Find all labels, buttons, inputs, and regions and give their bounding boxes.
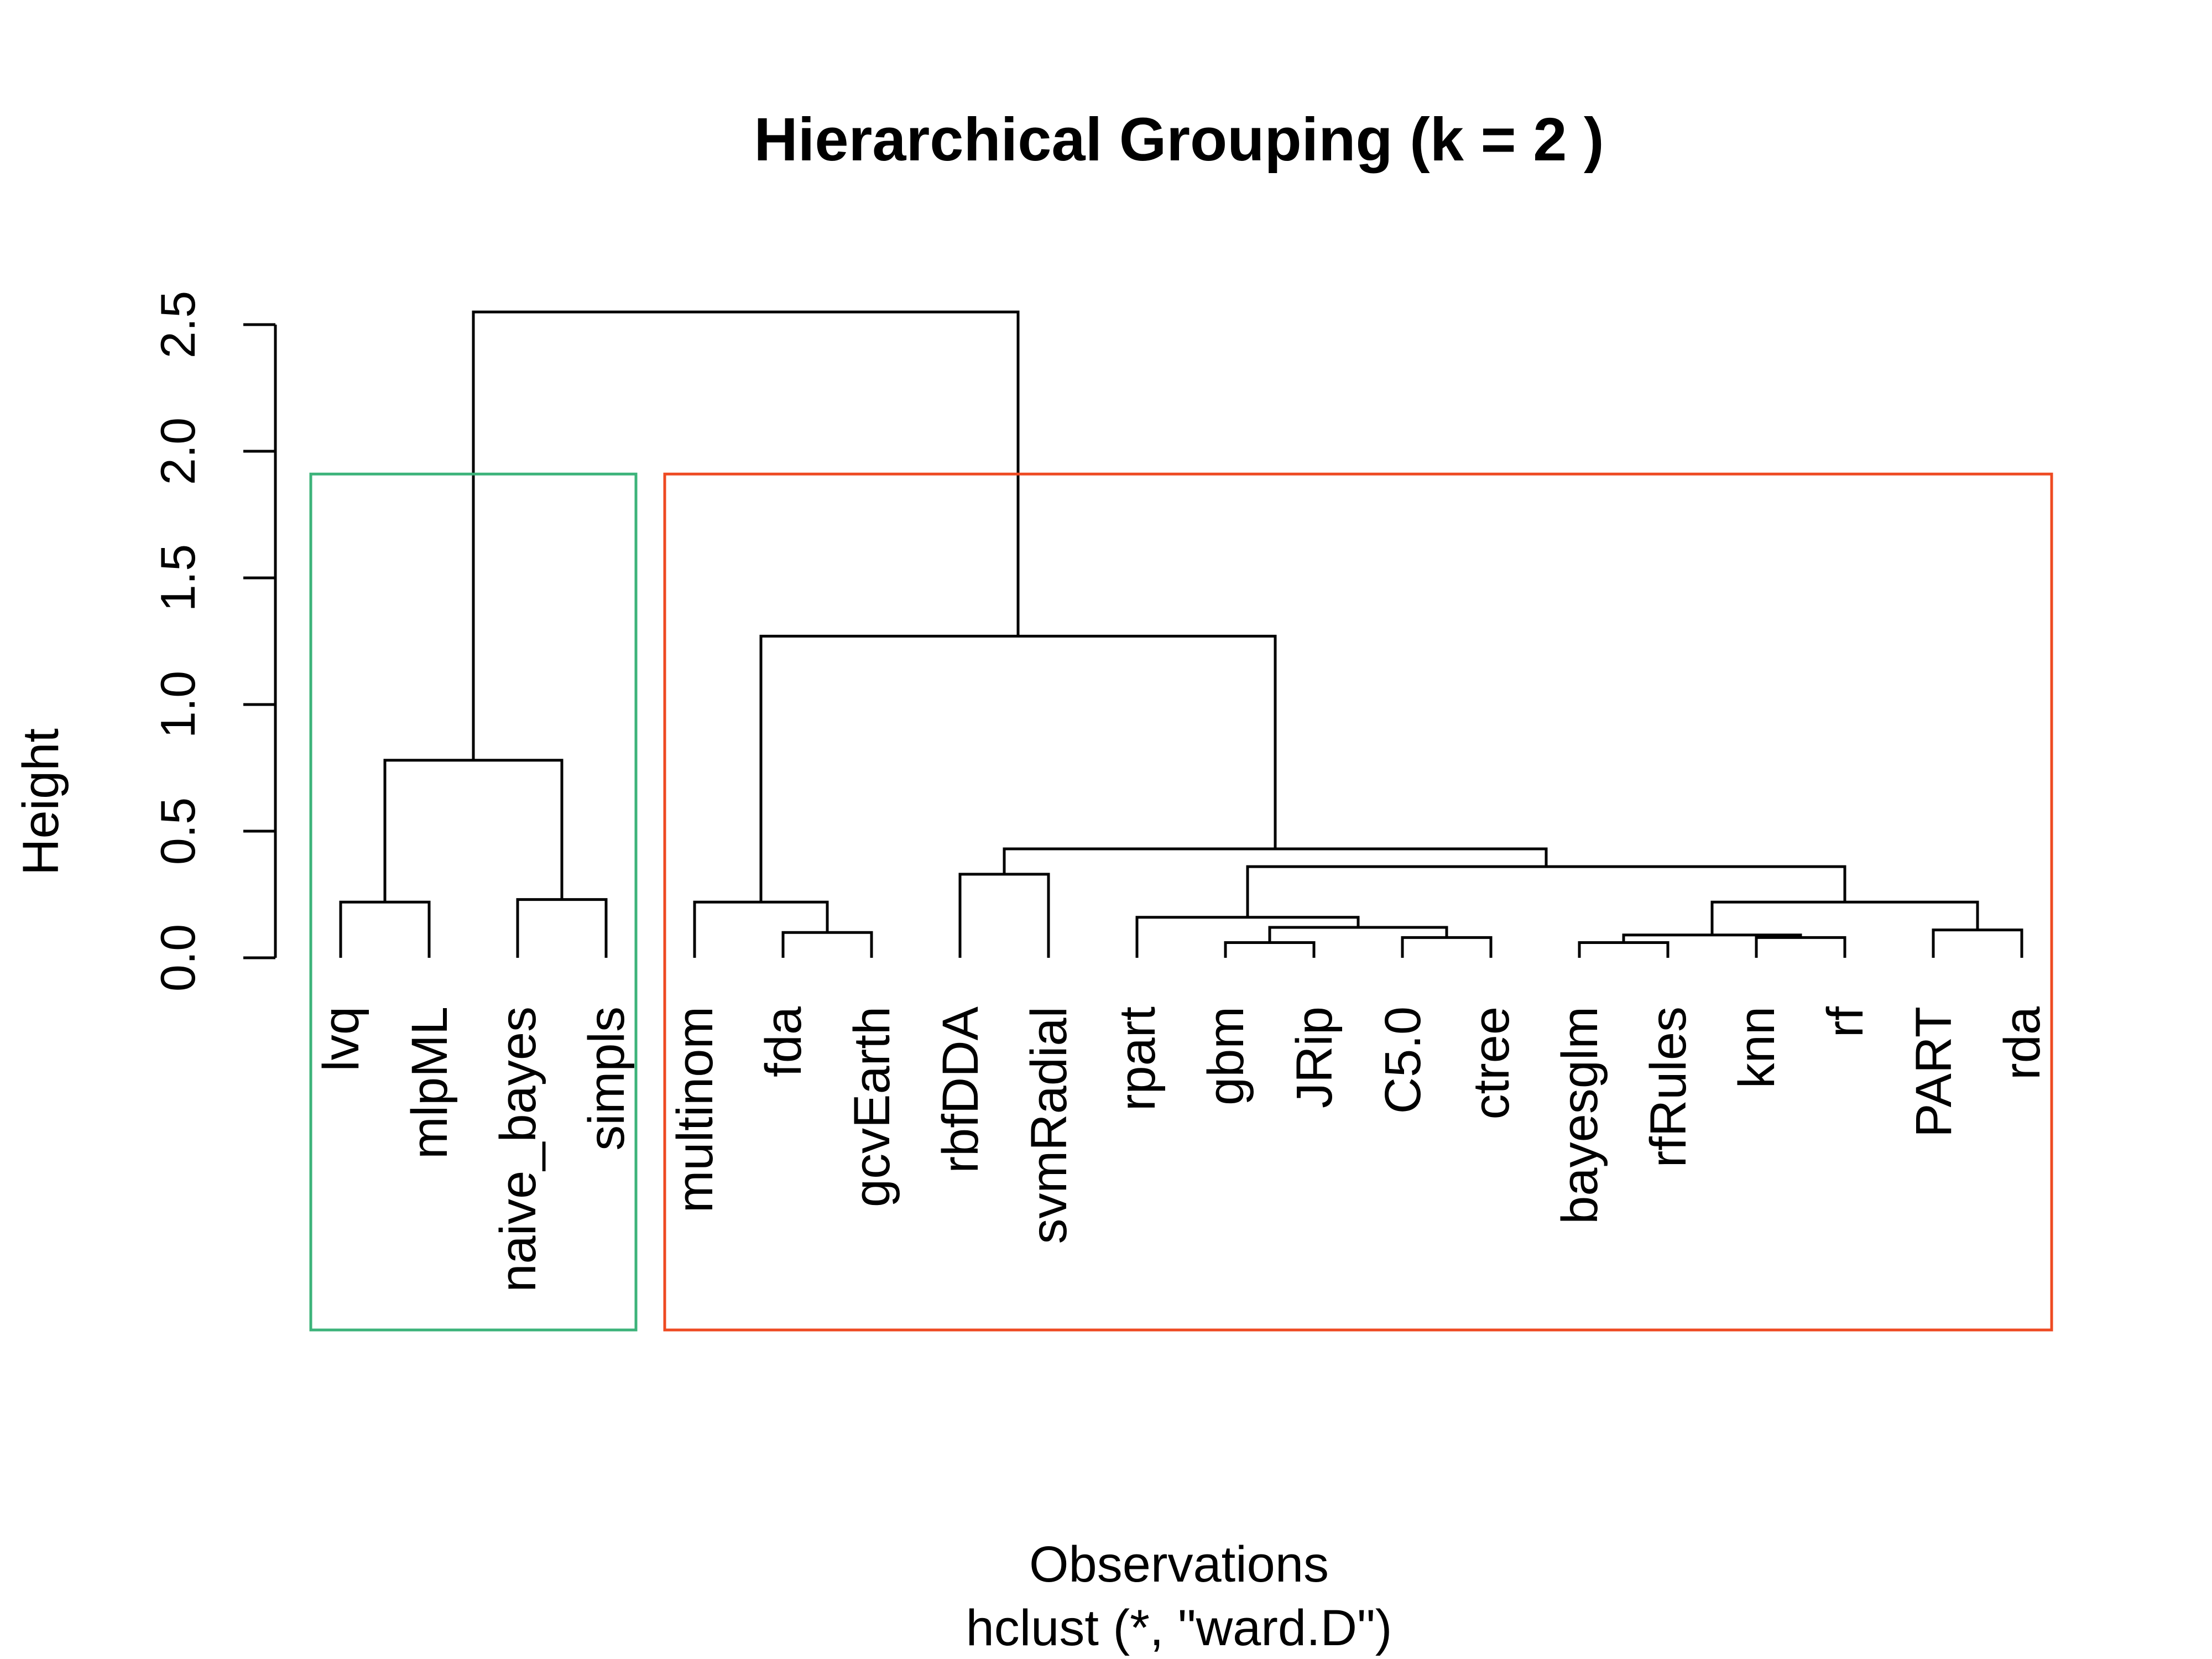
leaf-labels: lvq mlpML naive_bayes simpls multinom fda gcvE…: [313, 1006, 2051, 1292]
leaf-label: rpart: [1109, 1006, 1166, 1111]
merge-link: [1135, 916, 1360, 958]
merge-link: [958, 873, 1050, 958]
merge-link: [1003, 847, 1548, 874]
y-axis: 0.0 0.5 1.0 1.5 2.0 2.5: [150, 291, 277, 992]
leaf-label: fda: [755, 1006, 812, 1077]
leaf-label: simpls: [578, 1006, 635, 1151]
leaf-label: bayesglm: [1552, 1006, 1608, 1224]
leaf-label: lvq: [313, 1006, 369, 1072]
leaf-label: rfRules: [1640, 1006, 1697, 1167]
merge-link: [1268, 926, 1448, 943]
cluster-rect: [309, 472, 638, 1332]
leaf-label: gcvEarth: [844, 1006, 900, 1207]
cluster-rectangles: [309, 472, 2053, 1332]
merge-link: [472, 310, 1020, 760]
merge-link: [1932, 928, 2023, 958]
leaf-label: PART: [1906, 1006, 1962, 1138]
chart-title: Hierarchical Grouping (k = 2 ): [754, 106, 1604, 174]
leaf-label: rbfDDA: [932, 1006, 989, 1173]
merge-link: [1755, 936, 1846, 958]
merge-link: [1246, 865, 1846, 917]
merge-link: [693, 900, 829, 958]
leaf-label: svmRadial: [1021, 1006, 1077, 1244]
leaf-label: knn: [1729, 1006, 1785, 1088]
y-axis-label: Height: [13, 728, 69, 875]
leaf-label: JRip: [1286, 1006, 1343, 1108]
y-tick-label: 0.0: [150, 924, 205, 992]
y-tick-label: 2.5: [150, 291, 205, 358]
leaf-label: multinom: [667, 1006, 723, 1213]
leaf-label: naive_bayes: [490, 1006, 546, 1292]
leaf-label: rf: [1817, 1006, 1874, 1038]
leaf-label: gbm: [1198, 1006, 1254, 1105]
merge-link: [781, 931, 873, 958]
x-axis-label: Observations: [1029, 1536, 1329, 1593]
leaf-label: ctree: [1463, 1006, 1520, 1120]
merge-link: [383, 759, 564, 902]
merge-link: [516, 898, 608, 958]
y-tick-label: 0.5: [150, 797, 205, 865]
leaf-label: mlpML: [401, 1006, 458, 1159]
leaf-label: rda: [1994, 1006, 2051, 1080]
merge-link: [759, 634, 1277, 902]
y-tick-label: 2.0: [150, 418, 205, 485]
method-label: hclust (*, "ward.D"): [966, 1600, 1392, 1656]
dendrogram-links: [339, 310, 2023, 958]
merge-link: [339, 900, 431, 958]
leaf-label: C5.0: [1375, 1006, 1431, 1114]
y-tick-label: 1.5: [150, 544, 205, 612]
merge-link: [1224, 941, 1316, 958]
merge-link: [1578, 941, 1670, 958]
y-tick-label: 1.0: [150, 671, 205, 738]
cluster-rect: [663, 472, 2053, 1332]
merge-link: [1401, 936, 1493, 958]
